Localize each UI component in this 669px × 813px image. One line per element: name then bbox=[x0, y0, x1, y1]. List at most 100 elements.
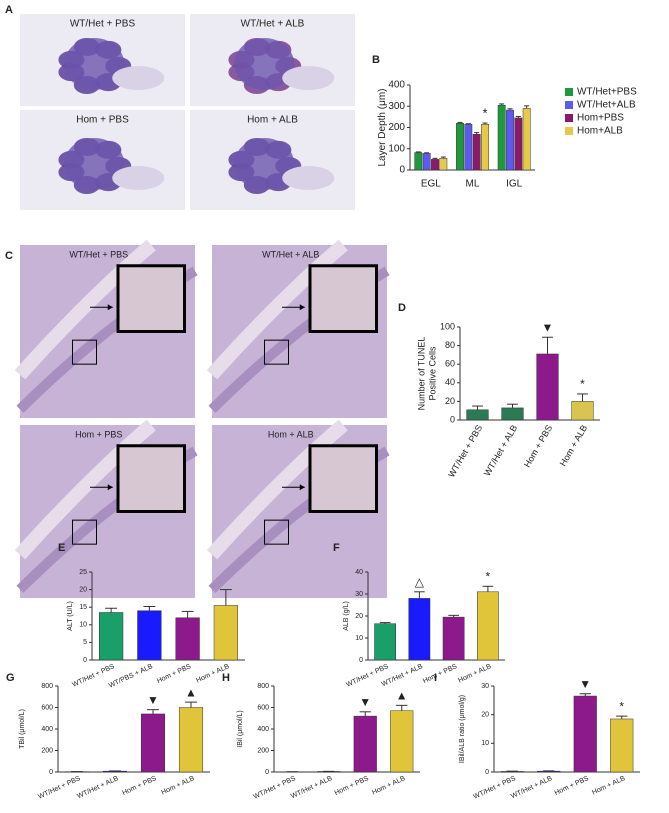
x-tick-label: Hom + ALB bbox=[457, 663, 493, 685]
bar bbox=[353, 715, 377, 773]
inset-box bbox=[264, 519, 289, 545]
significance-marker: * bbox=[486, 569, 491, 583]
panel-label: F bbox=[333, 542, 340, 554]
tissue-band bbox=[206, 239, 348, 380]
y-tick-label: 0 bbox=[359, 657, 363, 664]
y-tick-label: 60 bbox=[445, 359, 455, 369]
x-tick-label: Hom + PBS bbox=[121, 775, 158, 797]
panel-label: B bbox=[372, 54, 380, 66]
y-axis-label-line: ALB (g/L) bbox=[343, 601, 350, 631]
y-tick-label: 400 bbox=[41, 726, 53, 733]
inset-box bbox=[264, 339, 289, 365]
significance-marker: * bbox=[619, 699, 624, 713]
cerebellum-core bbox=[64, 138, 125, 190]
legend-swatch bbox=[565, 88, 573, 96]
y-axis-label-line: ALT (U/L) bbox=[67, 601, 74, 631]
y-axis-label: IBil (μmol/L) bbox=[237, 710, 244, 747]
bar bbox=[408, 598, 431, 661]
legend-swatch bbox=[565, 114, 573, 122]
inset-image bbox=[116, 264, 186, 334]
inset-box bbox=[72, 339, 97, 365]
bar bbox=[501, 407, 524, 421]
y-axis-label: Number of TUNELPositive Cells bbox=[417, 337, 438, 411]
x-tick-label: Hom + ALB bbox=[371, 775, 407, 797]
x-tick-label: Hom + PBS bbox=[156, 663, 193, 685]
y-tick-label: 5 bbox=[83, 639, 87, 646]
y-tick-label: 300 bbox=[388, 101, 405, 112]
bar bbox=[514, 117, 523, 171]
cerebellum-core bbox=[234, 38, 295, 90]
bar bbox=[178, 707, 204, 773]
bar bbox=[374, 623, 396, 661]
bar bbox=[99, 612, 124, 661]
y-tick-label: 40 bbox=[355, 569, 363, 576]
inset-image bbox=[116, 444, 186, 514]
y-tick-label: 30 bbox=[355, 591, 363, 598]
inset-image bbox=[308, 444, 378, 514]
y-tick-label: 200 bbox=[388, 122, 405, 133]
brainstem bbox=[282, 166, 335, 190]
brainstem bbox=[282, 66, 335, 90]
significance-marker: ▼ bbox=[579, 677, 591, 691]
y-tick-label: 200 bbox=[257, 747, 269, 754]
y-tick-label: 600 bbox=[257, 704, 269, 711]
arrow-head bbox=[107, 304, 113, 311]
y-tick-label: 0 bbox=[485, 769, 489, 776]
image-caption: Hom + PBS bbox=[76, 115, 129, 126]
bar bbox=[571, 401, 594, 421]
y-axis-label: TBil (μmol/L) bbox=[19, 709, 26, 749]
bar bbox=[414, 152, 423, 171]
legend-label: Hom+PBS bbox=[577, 113, 624, 124]
panel-label: I bbox=[434, 672, 437, 684]
bar bbox=[497, 104, 506, 171]
tissue-band bbox=[14, 239, 156, 380]
y-tick-label: 100 bbox=[388, 143, 405, 154]
y-tick-label: 800 bbox=[257, 683, 269, 690]
x-tick-label: Hom + ALB bbox=[591, 775, 627, 797]
legend-label: Hom+ALB bbox=[577, 126, 623, 137]
bar bbox=[466, 409, 489, 421]
y-tick-label: 0 bbox=[265, 769, 269, 776]
y-tick-label: 400 bbox=[388, 80, 405, 91]
y-tick-label: 100 bbox=[440, 321, 455, 331]
significance-marker: △ bbox=[415, 575, 425, 589]
y-tick-label: 20 bbox=[355, 613, 363, 620]
y-tick-label: 25 bbox=[79, 569, 87, 576]
y-tick-label: 20 bbox=[481, 712, 489, 719]
y-tick-label: 80 bbox=[445, 340, 455, 350]
y-tick-label: 30 bbox=[481, 683, 489, 690]
significance-marker: * bbox=[482, 105, 487, 120]
bar bbox=[573, 695, 597, 773]
x-tick-label: WT/Het + PBS bbox=[446, 423, 484, 479]
x-tick-label: WT/Het + PBS bbox=[37, 775, 82, 801]
x-tick-label: WT/Het + ALB bbox=[482, 423, 519, 478]
x-tick-label: ML bbox=[466, 179, 480, 190]
y-tick-label: 15 bbox=[79, 604, 87, 611]
bar bbox=[213, 605, 238, 661]
bar bbox=[390, 710, 414, 773]
x-tick-label: WT/PBS + ALB bbox=[108, 663, 154, 690]
bar bbox=[610, 718, 634, 773]
y-tick-label: 0 bbox=[49, 769, 53, 776]
legend-label: WT/Het+ALB bbox=[577, 100, 636, 111]
significance-marker: ▲ bbox=[185, 685, 197, 699]
y-axis-label-line: TBil (μmol/L) bbox=[19, 709, 26, 749]
bar bbox=[472, 134, 481, 171]
image-caption: WT/Het + PBS bbox=[70, 19, 136, 30]
panel-label: G bbox=[6, 672, 15, 684]
y-axis-label-line: IBil (μmol/L) bbox=[237, 710, 244, 747]
image-caption: Hom + ALB bbox=[247, 115, 298, 126]
bar bbox=[140, 713, 166, 773]
bar bbox=[506, 109, 514, 171]
x-tick-label: WT/Het + ALB bbox=[290, 775, 334, 800]
y-tick-label: 10 bbox=[79, 622, 87, 629]
panel-label: A bbox=[5, 4, 13, 16]
significance-marker: * bbox=[580, 377, 585, 391]
x-tick-label: Hom + ALB bbox=[558, 423, 590, 468]
inset-image bbox=[308, 264, 378, 334]
cerebellum-core bbox=[234, 138, 295, 190]
significance-marker: ▼ bbox=[147, 693, 159, 707]
image-caption: WT/Het + ALB bbox=[241, 19, 305, 30]
bar bbox=[422, 153, 431, 171]
